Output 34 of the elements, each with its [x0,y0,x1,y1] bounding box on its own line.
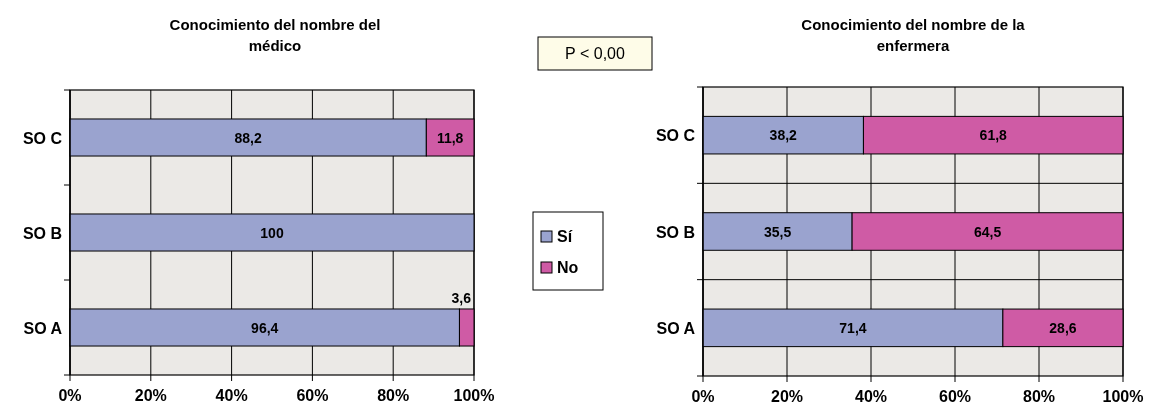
x-tick-label: 40% [215,387,248,404]
data-label: 3,6 [451,289,472,306]
y-tick-label: SO A [23,319,63,337]
x-tick-label: 100% [1102,388,1144,405]
data-label: 96,4 [251,319,279,336]
y-tick-label: SO B [655,223,695,241]
x-tick-label: 100% [453,387,495,404]
chart-title: Conocimiento del nombre del médico [169,16,381,54]
data-label: 71,4 [839,319,867,336]
legend-label: No [557,259,579,276]
x-tick-label: 80% [377,387,410,404]
x-tick-label: 0% [58,387,82,404]
x-tick-label: 0% [691,388,715,405]
data-label: 35,5 [763,223,792,240]
data-label: 100 [260,224,284,241]
x-tick-label: 80% [1022,388,1056,405]
data-label: 64,5 [973,223,1002,240]
x-tick-label: 20% [134,387,167,404]
text: P < 0,00 [565,45,625,62]
chart-title: Conocimiento del nombre de la enfermera [801,16,1026,54]
y-tick-label: SO A [656,319,696,337]
y-tick-label: SO C [22,129,63,147]
x-tick-label: 40% [854,388,888,405]
x-tick-label: 60% [938,388,972,405]
data-label: 11,8 [436,129,464,146]
y-tick-label: SO C [655,127,696,145]
data-label: 61,8 [979,127,1008,144]
data-label: 88,2 [234,129,262,146]
data-label: 38,2 [769,127,798,144]
x-tick-label: 20% [770,388,804,405]
y-tick-label: SO B [22,224,62,242]
data-label: 28,6 [1049,319,1077,336]
legend-label: Sí [557,228,573,245]
x-tick-label: 60% [296,387,329,404]
